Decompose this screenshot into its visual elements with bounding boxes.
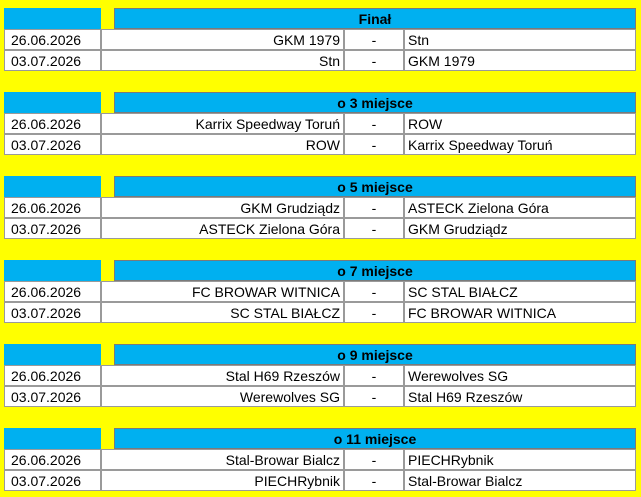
match-home: Stal-Browar Bialcz bbox=[101, 449, 344, 470]
match-home: GKM Grudziądz bbox=[101, 197, 344, 218]
section-title: o 11 miejsce bbox=[114, 428, 636, 449]
match-sep: - bbox=[344, 113, 404, 134]
match-date: 03.07.2026 bbox=[4, 134, 101, 155]
match-home: Karrix Speedway Toruń bbox=[101, 113, 344, 134]
match-sep: - bbox=[344, 365, 404, 386]
header-spacer bbox=[4, 428, 101, 449]
match-away: GKM 1979 bbox=[404, 50, 636, 71]
match-date: 26.06.2026 bbox=[4, 365, 101, 386]
match-date: 26.06.2026 bbox=[4, 449, 101, 470]
header-spacer bbox=[4, 344, 101, 365]
match-away: ASTECK Zielona Góra bbox=[404, 197, 636, 218]
match-away: FC BROWAR WITNICA bbox=[404, 302, 636, 323]
section-title: Finał bbox=[114, 8, 636, 29]
header-spacer bbox=[4, 92, 101, 113]
match-sep: - bbox=[344, 218, 404, 239]
match-away: Karrix Speedway Toruń bbox=[404, 134, 636, 155]
match-sep: - bbox=[344, 386, 404, 407]
match-home: ASTECK Zielona Góra bbox=[101, 218, 344, 239]
match-sep: - bbox=[344, 197, 404, 218]
match-home: GKM 1979 bbox=[101, 29, 344, 50]
header-spacer bbox=[4, 176, 101, 197]
match-date: 03.07.2026 bbox=[4, 386, 101, 407]
match-away: PIECHRybnik bbox=[404, 449, 636, 470]
match-home: Stn bbox=[101, 50, 344, 71]
match-home: SC STAL BIAŁCZ bbox=[101, 302, 344, 323]
match-away: Stn bbox=[404, 29, 636, 50]
section-title: o 3 miejsce bbox=[114, 92, 636, 113]
match-sep: - bbox=[344, 134, 404, 155]
match-home: Stal H69 Rzeszów bbox=[101, 365, 344, 386]
match-home: ROW bbox=[101, 134, 344, 155]
match-date: 03.07.2026 bbox=[4, 50, 101, 71]
match-sep: - bbox=[344, 50, 404, 71]
match-date: 26.06.2026 bbox=[4, 113, 101, 134]
section-title: o 9 miejsce bbox=[114, 344, 636, 365]
match-date: 26.06.2026 bbox=[4, 29, 101, 50]
match-date: 26.06.2026 bbox=[4, 281, 101, 302]
match-sep: - bbox=[344, 470, 404, 491]
match-home: Werewolves SG bbox=[101, 386, 344, 407]
match-date: 26.06.2026 bbox=[4, 197, 101, 218]
match-sep: - bbox=[344, 302, 404, 323]
match-home: PIECHRybnik bbox=[101, 470, 344, 491]
match-sep: - bbox=[344, 449, 404, 470]
match-away: GKM Grudziądz bbox=[404, 218, 636, 239]
match-away: ROW bbox=[404, 113, 636, 134]
match-date: 03.07.2026 bbox=[4, 218, 101, 239]
match-away: Stal H69 Rzeszów bbox=[404, 386, 636, 407]
match-date: 03.07.2026 bbox=[4, 302, 101, 323]
match-home: FC BROWAR WITNICA bbox=[101, 281, 344, 302]
match-sep: - bbox=[344, 281, 404, 302]
match-sep: - bbox=[344, 29, 404, 50]
match-date: 03.07.2026 bbox=[4, 470, 101, 491]
match-away: Stal-Browar Bialcz bbox=[404, 470, 636, 491]
header-spacer bbox=[4, 8, 101, 29]
section-title: o 7 miejsce bbox=[114, 260, 636, 281]
match-away: SC STAL BIAŁCZ bbox=[404, 281, 636, 302]
header-spacer bbox=[4, 260, 101, 281]
section-title: o 5 miejsce bbox=[114, 176, 636, 197]
match-away: Werewolves SG bbox=[404, 365, 636, 386]
